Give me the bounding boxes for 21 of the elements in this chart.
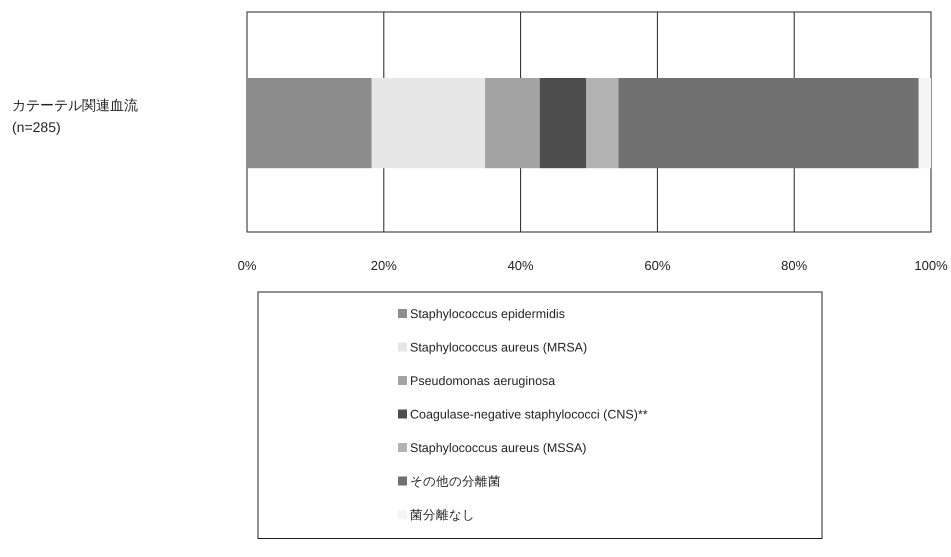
bar: [247, 78, 372, 168]
x-tick-label: 80%: [781, 258, 808, 273]
bar: [586, 78, 618, 168]
y-tick-label: カテーテル関連血流 (n=285): [12, 97, 138, 135]
x-tick-label: 20%: [370, 258, 398, 273]
legend-label: Staphylococcus epidermidis: [410, 307, 565, 321]
x-tick-label: 60%: [644, 258, 671, 273]
bar: [618, 78, 919, 168]
legend-label: Coagulase-negative staphylococci (CNS)**: [410, 408, 648, 422]
bar: [371, 78, 486, 168]
legend-label: Staphylococcus aureus (MRSA): [410, 340, 588, 354]
legend-label: Pseudomonas aeruginosa: [410, 374, 556, 388]
legend-label: その他の分離菌: [410, 474, 501, 488]
bar: [485, 78, 540, 168]
bar: [540, 78, 586, 168]
x-tick-label: 0%: [238, 258, 257, 273]
x-tick-label: 40%: [508, 258, 534, 273]
legend-label: Staphylococcus aureus (MSSA): [410, 441, 586, 455]
legend-label: 菌分離なし: [410, 508, 475, 522]
x-tick-label: 100%: [914, 258, 948, 273]
bar: [918, 78, 931, 168]
